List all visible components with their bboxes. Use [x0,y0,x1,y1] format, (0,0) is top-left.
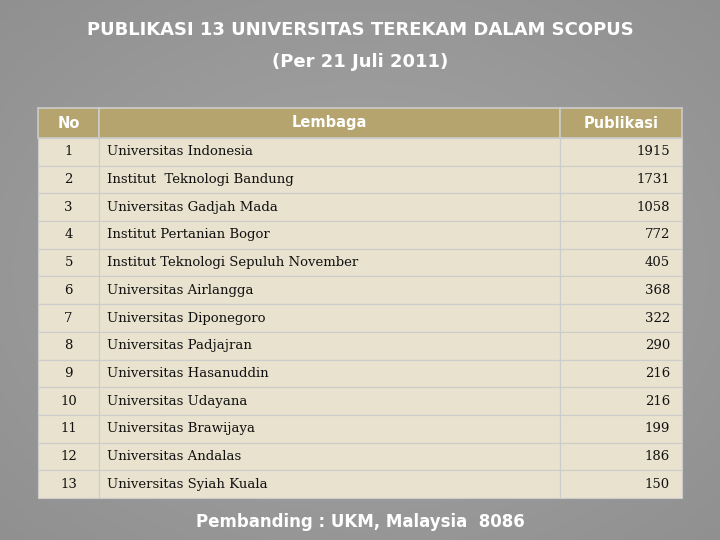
Bar [559,304,682,332]
Bar [38,166,99,193]
Bar [99,166,559,193]
Bar [38,276,99,304]
Text: 772: 772 [644,228,670,241]
Text: Universitas Hasanuddin: Universitas Hasanuddin [107,367,269,380]
Bar [559,360,682,387]
Text: 8: 8 [64,339,73,352]
Bar [99,276,559,304]
Text: 7: 7 [64,312,73,325]
Text: 11: 11 [60,422,77,435]
Text: No: No [58,116,80,131]
Text: 216: 216 [644,395,670,408]
Text: Universitas Udayana: Universitas Udayana [107,395,248,408]
Text: Universitas Syiah Kuala: Universitas Syiah Kuala [107,478,268,491]
Bar [38,415,99,443]
Bar [559,166,682,193]
Text: 186: 186 [644,450,670,463]
Bar [99,470,559,498]
Text: 150: 150 [645,478,670,491]
Bar [559,276,682,304]
Text: 1: 1 [64,145,73,158]
Bar [99,221,559,249]
Bar [99,415,559,443]
Text: PUBLIKASI 13 UNIVERSITAS TEREKAM DALAM SCOPUS: PUBLIKASI 13 UNIVERSITAS TEREKAM DALAM S… [86,21,634,39]
Text: 5: 5 [64,256,73,269]
Text: 1915: 1915 [636,145,670,158]
Text: Universitas Brawijaya: Universitas Brawijaya [107,422,255,435]
Bar [38,387,99,415]
Bar [559,443,682,470]
Bar [559,108,682,138]
Text: 3: 3 [64,201,73,214]
Bar [99,360,559,387]
Text: 405: 405 [645,256,670,269]
Bar [38,193,99,221]
Bar [38,138,99,166]
Text: (Per 21 Juli 2011): (Per 21 Juli 2011) [272,53,448,71]
Bar [99,138,559,166]
Bar [38,360,99,387]
Text: 2: 2 [64,173,73,186]
Text: 1058: 1058 [636,201,670,214]
Bar [559,470,682,498]
Bar [38,108,99,138]
Text: Publikasi: Publikasi [583,116,658,131]
Bar [559,332,682,360]
Text: 6: 6 [64,284,73,297]
Bar [559,138,682,166]
Bar [38,332,99,360]
Bar [99,108,559,138]
Text: 13: 13 [60,478,77,491]
Bar [38,249,99,276]
Bar [38,470,99,498]
Bar [99,249,559,276]
Text: 4: 4 [64,228,73,241]
Bar [559,415,682,443]
Text: Institut Pertanian Bogor: Institut Pertanian Bogor [107,228,270,241]
Bar [99,387,559,415]
Text: Pembanding : UKM, Malaysia  8086: Pembanding : UKM, Malaysia 8086 [196,513,524,531]
Text: Lembaga: Lembaga [292,116,367,131]
Text: 216: 216 [644,367,670,380]
Bar [99,332,559,360]
Text: 12: 12 [60,450,77,463]
Text: 9: 9 [64,367,73,380]
Bar [99,443,559,470]
Text: 322: 322 [644,312,670,325]
Text: 290: 290 [644,339,670,352]
Text: 199: 199 [644,422,670,435]
Bar [559,387,682,415]
Bar [559,221,682,249]
Bar [38,443,99,470]
Bar [99,304,559,332]
Bar [99,193,559,221]
Text: Institut  Teknologi Bandung: Institut Teknologi Bandung [107,173,294,186]
Text: 1731: 1731 [636,173,670,186]
Text: 368: 368 [644,284,670,297]
Text: Universitas Indonesia: Universitas Indonesia [107,145,253,158]
Text: Universitas Airlangga: Universitas Airlangga [107,284,253,297]
Text: Institut Teknologi Sepuluh November: Institut Teknologi Sepuluh November [107,256,359,269]
Bar [38,221,99,249]
Text: Universitas Diponegoro: Universitas Diponegoro [107,312,266,325]
Bar [559,193,682,221]
Text: Universitas Gadjah Mada: Universitas Gadjah Mada [107,201,278,214]
Bar [38,304,99,332]
Bar [559,249,682,276]
Text: Universitas Padjajran: Universitas Padjajran [107,339,252,352]
Text: 10: 10 [60,395,77,408]
Text: Universitas Andalas: Universitas Andalas [107,450,241,463]
